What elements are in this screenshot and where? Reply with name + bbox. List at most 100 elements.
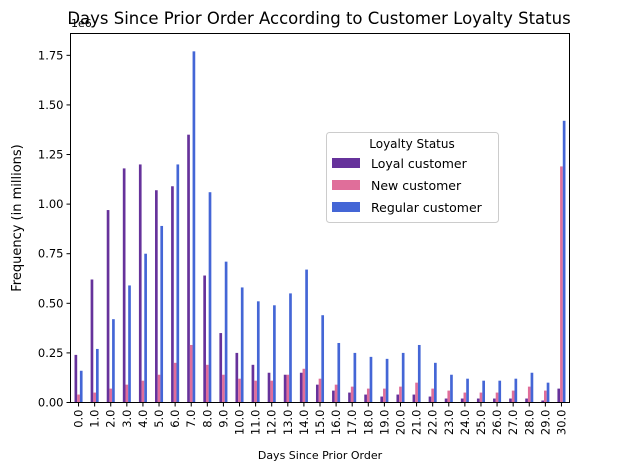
- y-tick-label: 1.25: [38, 148, 64, 162]
- y-tick-label: 0.75: [38, 247, 64, 261]
- bar-regular-23.0: [450, 374, 453, 403]
- bar-loyal-5.0: [155, 190, 158, 403]
- bar-loyal-15.0: [315, 384, 319, 403]
- bar-new-23.0: [447, 390, 451, 403]
- bar-loyal-29.0: [541, 400, 545, 403]
- bar-new-14.0: [302, 368, 306, 403]
- bar-regular-2.0: [112, 319, 115, 403]
- bar-loyal-18.0: [364, 394, 367, 403]
- bar-regular-8.0: [208, 192, 212, 403]
- bar-regular-24.0: [466, 378, 469, 403]
- bar-new-16.0: [334, 384, 338, 403]
- bar-new-20.0: [399, 386, 402, 403]
- bar-loyal-16.0: [332, 390, 335, 403]
- bar-regular-6.0: [176, 164, 180, 403]
- bar-loyal-27.0: [509, 398, 512, 403]
- bar-regular-13.0: [289, 293, 292, 403]
- bar-new-18.0: [366, 388, 370, 403]
- bar-loyal-30.0: [557, 388, 561, 403]
- bar-new-17.0: [350, 386, 354, 403]
- x-tick-label: 17.0: [345, 410, 359, 436]
- legend-label-regular: Regular customer: [371, 200, 483, 215]
- bar-regular-10.0: [240, 287, 244, 403]
- legend-label-new: New customer: [371, 178, 462, 193]
- bar-loyal-6.0: [171, 186, 174, 403]
- bar-new-13.0: [286, 374, 290, 403]
- x-tick-label: 26.0: [490, 410, 504, 436]
- x-tick-label: 9.0: [216, 410, 230, 428]
- y-ticks: 0.00 0.25 0.50 0.75 1.00 1.25 1.50 1.75: [38, 48, 71, 410]
- x-tick-label: 2.0: [104, 410, 118, 428]
- bar-new-0.0: [77, 394, 80, 403]
- bar-regular-11.0: [256, 301, 260, 403]
- bar-new-5.0: [157, 374, 161, 403]
- y-tick-label: 0.00: [38, 396, 64, 410]
- bar-new-4.0: [141, 380, 145, 403]
- y-tick-label: 0.25: [38, 346, 64, 360]
- bar-new-3.0: [125, 384, 129, 403]
- x-tick-label: 15.0: [313, 410, 327, 436]
- bar-new-29.0: [544, 390, 547, 403]
- bar-regular-15.0: [321, 315, 325, 403]
- x-tick-label: 5.0: [152, 410, 166, 428]
- bar-regular-17.0: [353, 352, 357, 403]
- legend-box: [326, 132, 499, 223]
- bar-loyal-24.0: [460, 398, 464, 403]
- bar-new-15.0: [318, 378, 322, 403]
- bar-regular-30.0: [562, 120, 566, 403]
- x-tick-label: 20.0: [393, 410, 407, 436]
- x-tick-label: 22.0: [426, 410, 440, 436]
- chart-title: Days Since Prior Order According to Cust…: [67, 9, 570, 28]
- bar-regular-16.0: [337, 342, 341, 403]
- x-tick-label: 14.0: [297, 410, 311, 436]
- bar-loyal-4.0: [138, 164, 142, 403]
- bar-loyal-12.0: [267, 372, 271, 403]
- bar-regular-26.0: [498, 380, 502, 403]
- x-tick-label: 12.0: [265, 410, 279, 436]
- x-tick-label: 1.0: [88, 410, 102, 428]
- x-tick-label: 7.0: [184, 410, 198, 428]
- bar-new-10.0: [238, 378, 241, 403]
- bar-loyal-21.0: [412, 394, 416, 403]
- bar-loyal-14.0: [299, 372, 303, 403]
- legend-swatch-regular: [332, 202, 360, 212]
- x-tick-label: 0.0: [72, 410, 86, 428]
- bar-regular-7.0: [192, 51, 196, 403]
- bar-loyal-8.0: [203, 275, 206, 403]
- bar-new-26.0: [495, 392, 499, 403]
- bar-loyal-9.0: [219, 333, 223, 403]
- y-tick-label: 1.50: [38, 98, 64, 112]
- bar-loyal-7.0: [187, 134, 190, 403]
- x-tick-label: 8.0: [200, 410, 214, 428]
- bar-new-28.0: [527, 386, 531, 403]
- x-tick-label: 3.0: [120, 410, 134, 428]
- x-tick-label: 27.0: [506, 410, 520, 436]
- bar-loyal-1.0: [90, 279, 94, 403]
- y-tick-label: 0.50: [38, 296, 64, 310]
- x-tick-label: 4.0: [136, 410, 150, 428]
- x-tick-label: 11.0: [249, 410, 263, 436]
- bar-loyal-17.0: [348, 392, 351, 403]
- x-axis-label: Days Since Prior Order: [258, 449, 383, 462]
- x-tick-label: 13.0: [281, 410, 295, 436]
- bar-loyal-11.0: [251, 364, 255, 403]
- legend-swatch-new: [332, 180, 360, 190]
- bar-new-7.0: [189, 344, 193, 403]
- bar-regular-5.0: [160, 225, 164, 403]
- bar-new-19.0: [383, 388, 386, 403]
- bar-regular-1.0: [95, 348, 99, 403]
- bar-new-30.0: [560, 166, 563, 403]
- x-tick-label: 18.0: [361, 410, 375, 436]
- bar-regular-28.0: [530, 372, 534, 403]
- bar-regular-22.0: [434, 362, 437, 403]
- bar-loyal-0.0: [74, 354, 78, 403]
- bar-loyal-22.0: [428, 396, 432, 403]
- x-tick-label: 28.0: [522, 410, 536, 436]
- bar-regular-4.0: [144, 253, 147, 403]
- bar-new-11.0: [254, 380, 257, 403]
- bar-regular-27.0: [514, 378, 518, 403]
- y-axis-offset-text: 1e6: [71, 17, 92, 30]
- bar-regular-12.0: [273, 305, 276, 403]
- bar-loyal-20.0: [396, 394, 400, 403]
